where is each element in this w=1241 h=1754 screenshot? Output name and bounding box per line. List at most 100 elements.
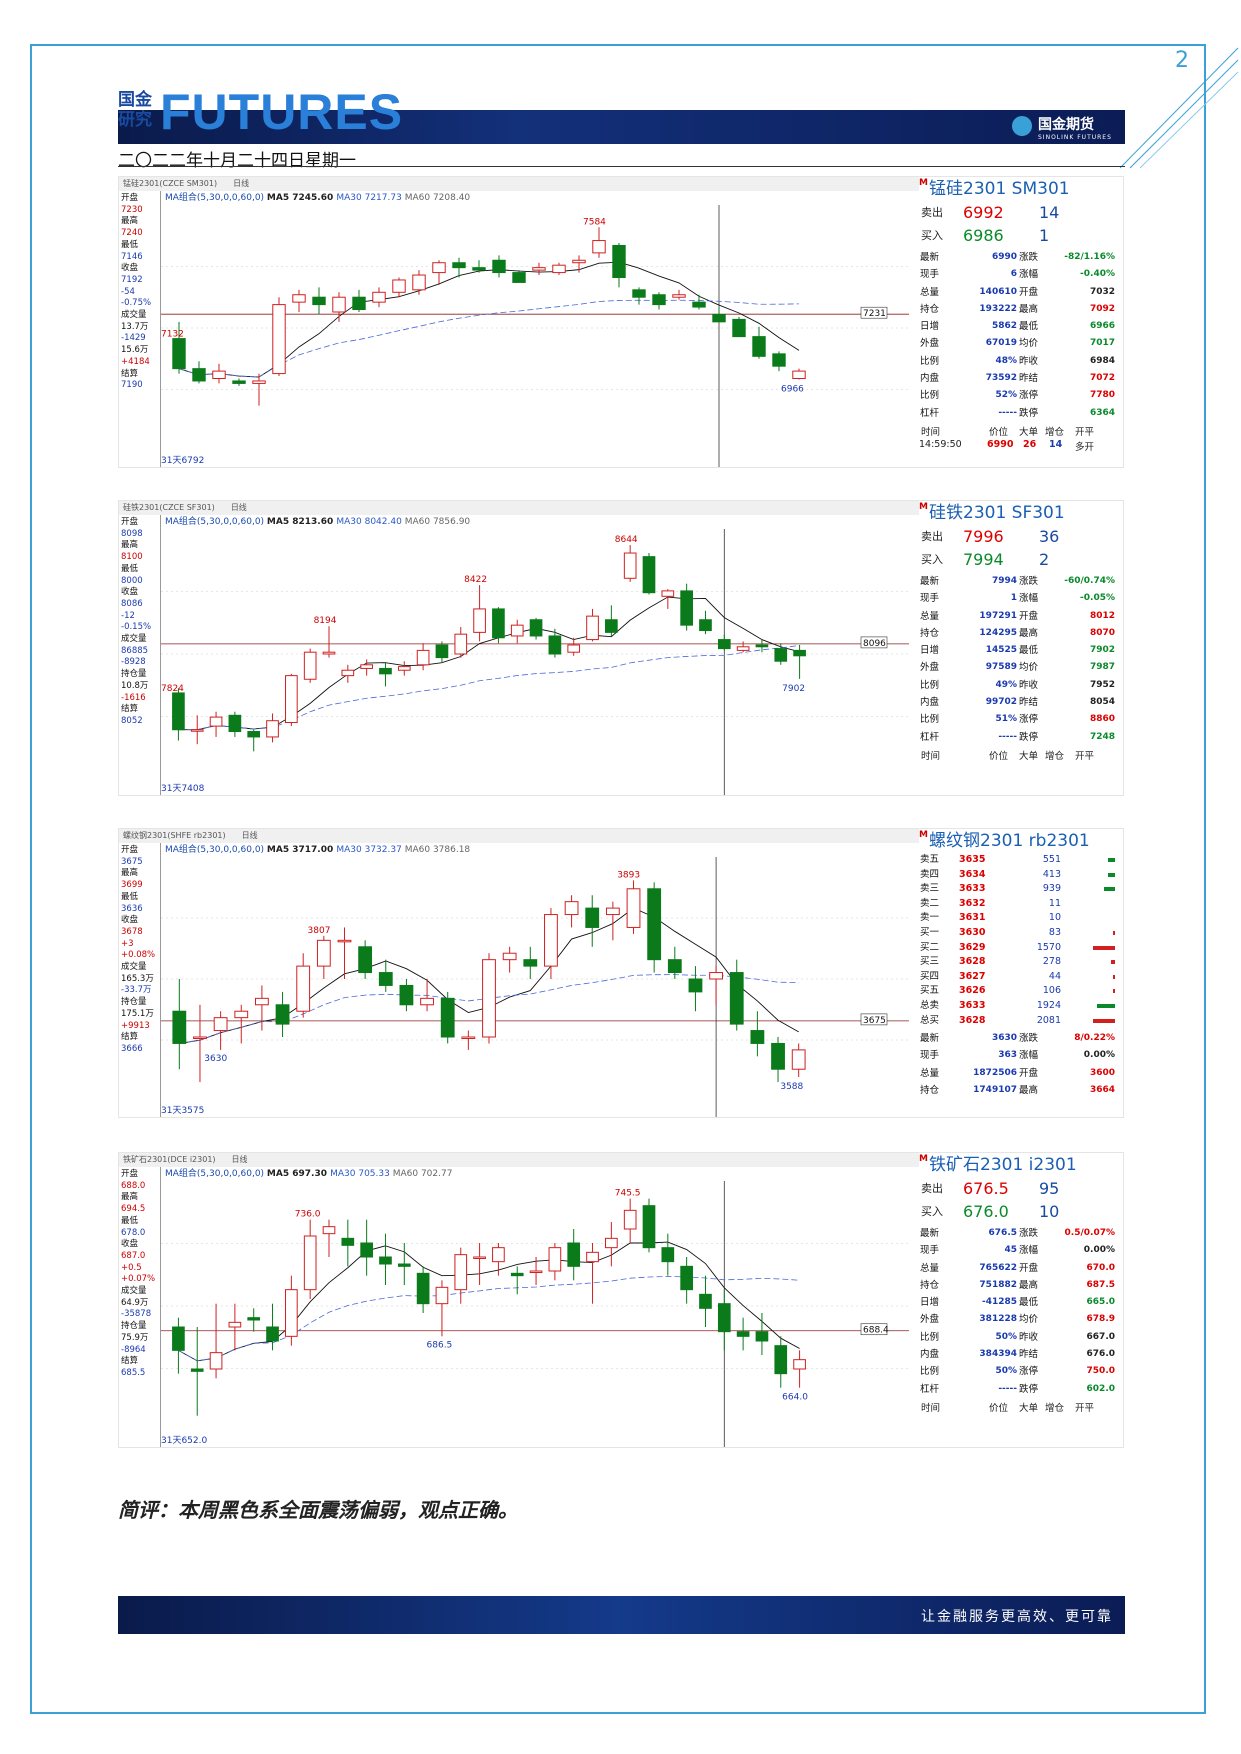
stat-value: 7017 [1089,338,1115,349]
candle-body [379,667,392,675]
quote-row: 外盘 97589 均价 7987 [919,659,1123,676]
book-price: 3631 [959,912,986,924]
left-stat: 最低 [121,891,139,902]
ma60-label: MA60 3786.18 [404,845,471,855]
ask-volume: 36 [1039,527,1060,546]
quote-stats: 最新 3630 涨跌 8/0.22% 现手 363 涨幅 0.00% 总量 1872506 开盘 36… [919,1030,1123,1099]
left-price-label: 7132 [161,330,184,340]
stat-value: 667.0 [1086,1331,1115,1342]
stat-value: 7248 [1089,731,1115,742]
stat-label: 开盘 [1019,1067,1039,1079]
candle-body [712,313,726,323]
quote-row: 持仓 124295 最高 8070 [919,625,1123,642]
stat-label: 内盘 [920,1349,940,1361]
left-stat: 开盘 [121,517,139,527]
candle-body [432,262,446,274]
stat-label: 最新 [920,576,940,587]
bid-row: 买入 7994 2 [919,548,1123,571]
candle-body [416,649,430,666]
stat-value: 50% [995,1366,1017,1377]
candle-body [699,1293,712,1309]
stat-label: 总量 [920,1067,940,1079]
ma-combo-label: MA组合(5,30,0,0,60,0) [165,845,267,855]
candle-body [252,380,266,384]
left-stat: 成交量 [121,962,147,973]
toolbar-item: 日线 [233,179,250,188]
candle-body [771,1042,785,1070]
left-stat: 收盘 [121,915,139,926]
candle-body [572,259,586,264]
book-volume: 2081 [1036,1014,1061,1026]
ask-label: 卖出 [921,1182,943,1195]
candle-body [193,1036,207,1039]
candle-body [755,644,769,648]
quote-row: 最新 3630 涨跌 8/0.22% [919,1030,1123,1047]
candle-body [296,965,311,1012]
ask-row: 卖出 676.5 95 [919,1177,1123,1200]
tick-header-cell: 增仓 [1045,751,1065,762]
candle-body [605,907,620,916]
candle-body [360,664,373,669]
candle-body [341,669,355,677]
ma5-line [178,1241,800,1362]
left-stat: 687.0 [121,1250,146,1261]
candle-body [392,279,406,293]
stat-label: 外盘 [920,662,940,674]
candle-body [397,666,411,671]
stat-value: 6990 [991,252,1017,262]
stat-value: 602.0 [1086,1383,1115,1394]
stat-label: 昨收 [1019,679,1039,691]
left-stat: 7146 [121,251,143,262]
candle-body [523,959,538,967]
stat-label: 昨结 [1019,373,1039,385]
candle-body [209,716,223,727]
candle-body [642,1205,656,1249]
candle-body [512,272,526,283]
brand-right: 国金期货 SINOLINK FUTURES [1038,114,1112,141]
candle-body [699,619,712,632]
tick-header-cell: 时间 [921,1403,941,1414]
stat-label: 最高 [1019,303,1039,315]
bid-label: 买入 [921,229,943,242]
tick-header: 时间 价位 大单 增仓 开平 [919,748,1123,762]
candle-body [680,590,693,626]
stat-value: 48% [995,355,1017,366]
stat-label: 外盘 [920,1314,940,1326]
book-volume: 939 [1042,883,1061,895]
candle-body [322,651,336,655]
candle-body [190,729,204,732]
candle-body [275,1004,290,1025]
order-book-row: 卖五 3635 551 [919,853,1123,868]
candle-body [564,901,579,916]
stat-label: 最高 [1019,627,1039,639]
book-label: 买五 [920,985,940,997]
brand-cn-line2: 研究 [118,110,152,130]
peak-price-label: 3807 [308,926,331,936]
stat-label: 现手 [920,1245,940,1257]
ma30-label: MA30 3732.37 [336,845,405,855]
tick-row: 14:59:50 6990 26 14 多开 [919,439,1123,453]
candle-body [612,244,626,279]
candle-body [352,296,366,311]
book-label: 买四 [920,970,940,982]
stat-value: 3630 [991,1033,1017,1044]
high-price-label: 7584 [583,217,606,227]
left-stat: 最高 [121,868,139,879]
candle-body [435,644,449,659]
candle-body [412,274,426,291]
left-stat: 持仓量 [121,1321,147,1332]
left-stat: 175.1万 [121,1008,154,1019]
candle-body [605,619,618,633]
left-stat: 最高 [121,540,139,551]
book-label: 卖四 [920,868,940,880]
bid-price: 676.0 [963,1202,1009,1221]
candle-body [750,1030,765,1044]
cycle-low-label: 31天652.0 [161,1436,207,1446]
candle-body [623,1209,637,1230]
brand-cn-logo: 国金 研究 [118,90,158,130]
candle-body [709,972,723,980]
stat-value: 7780 [1089,390,1115,401]
footer-slogan: 让金融服务更高效、更可靠 [921,1609,1113,1625]
left-stat: 收盘 [121,1239,139,1250]
order-book-row: 总买 3628 2081 [919,1014,1123,1029]
